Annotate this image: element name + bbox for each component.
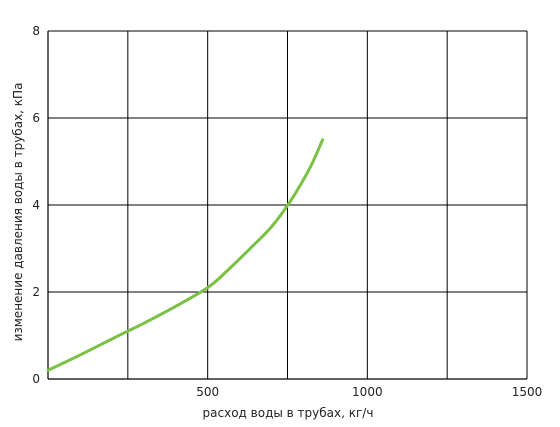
- series-layer: [46, 138, 325, 372]
- y-tick-label: 4: [32, 198, 40, 212]
- y-axis-title: изменение давления воды в трубах, кПа: [11, 83, 25, 342]
- y-tick-label: 8: [32, 24, 40, 38]
- tick-labels: 500 1000 1500 0 2 4 6 8: [32, 24, 542, 399]
- x-tick-label: 500: [196, 385, 219, 399]
- series-line: [46, 138, 325, 372]
- x-axis-title: расход воды в трубах, кг/ч: [203, 406, 374, 420]
- y-tick-label: 6: [32, 111, 40, 125]
- x-tick-label: 1500: [512, 385, 543, 399]
- y-tick-label: 2: [32, 285, 40, 299]
- grid: [47, 30, 528, 380]
- y-tick-label: 0: [32, 372, 40, 386]
- x-tick-label: 1000: [352, 385, 383, 399]
